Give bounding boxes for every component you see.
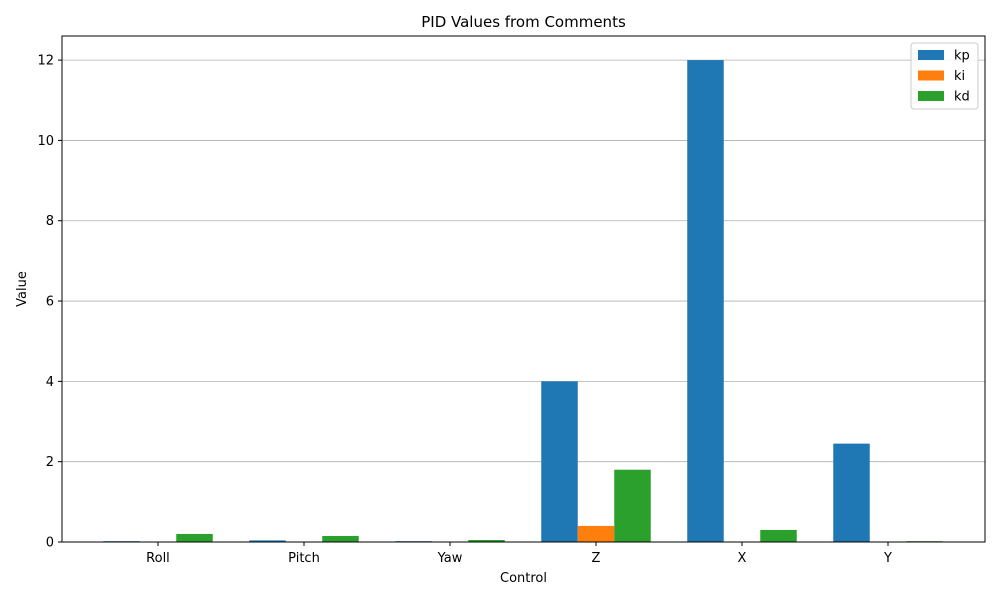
y-tick-label: 8 <box>46 214 54 229</box>
bar-kp-z <box>541 381 578 542</box>
bar-kd-z <box>614 470 651 542</box>
y-tick-label: 2 <box>46 455 54 470</box>
chart-title: PID Values from Comments <box>421 13 626 31</box>
legend-swatch-ki <box>918 71 944 81</box>
bar-kd-roll <box>176 534 213 542</box>
y-tick-label: 12 <box>37 54 54 69</box>
x-axis-label: Control <box>500 571 547 586</box>
bar-kd-x <box>760 530 797 542</box>
legend-label-ki: ki <box>954 69 965 84</box>
x-tick-label: Y <box>883 551 892 566</box>
x-tick-label: Z <box>592 551 601 566</box>
bar-kd-pitch <box>322 536 359 542</box>
legend-label-kp: kp <box>954 49 970 64</box>
x-tick-label: X <box>738 551 747 566</box>
legend-swatch-kd <box>918 91 944 101</box>
y-tick-label: 0 <box>46 536 54 551</box>
x-tick-label: Pitch <box>288 551 320 566</box>
y-tick-label: 4 <box>46 375 54 390</box>
x-tick-label: Roll <box>146 551 170 566</box>
bar-kp-x <box>687 60 724 542</box>
y-tick-label: 6 <box>46 295 54 310</box>
y-tick-label: 10 <box>37 134 54 149</box>
legend: kp ki kd <box>911 43 978 109</box>
bar-kp-y <box>833 444 870 542</box>
legend-label-kd: kd <box>954 90 970 105</box>
x-tick-label: Yaw <box>437 551 463 566</box>
legend-swatch-kp <box>918 50 944 60</box>
y-axis-label: Value <box>15 271 30 307</box>
bar-ki-z <box>578 526 615 542</box>
